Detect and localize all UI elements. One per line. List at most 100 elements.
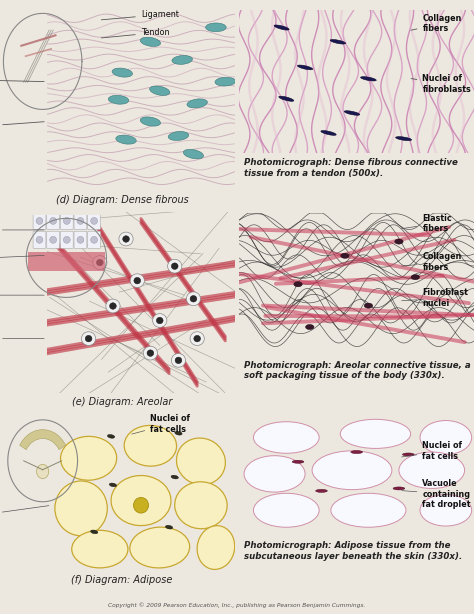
- Circle shape: [77, 217, 84, 224]
- FancyBboxPatch shape: [60, 212, 73, 230]
- Ellipse shape: [351, 451, 363, 454]
- Ellipse shape: [312, 451, 392, 489]
- Circle shape: [93, 255, 107, 270]
- Text: (e) Diagram: Areolar: (e) Diagram: Areolar: [72, 397, 172, 407]
- Circle shape: [123, 236, 129, 243]
- Text: Copyright © 2009 Pearson Education, Inc., publishing as Pearson Benjamin Cumming: Copyright © 2009 Pearson Education, Inc.…: [109, 602, 365, 608]
- Ellipse shape: [165, 526, 173, 529]
- Ellipse shape: [254, 422, 319, 453]
- Ellipse shape: [168, 131, 189, 141]
- Ellipse shape: [172, 55, 192, 64]
- Circle shape: [190, 295, 197, 302]
- Text: Nuclei of
fibroblasts: Nuclei of fibroblasts: [0, 329, 44, 348]
- FancyBboxPatch shape: [74, 231, 87, 249]
- Ellipse shape: [111, 475, 171, 526]
- Ellipse shape: [206, 23, 226, 32]
- Ellipse shape: [108, 435, 115, 438]
- Circle shape: [134, 278, 141, 284]
- Circle shape: [91, 236, 98, 243]
- Circle shape: [106, 299, 120, 313]
- Ellipse shape: [187, 99, 208, 108]
- Circle shape: [186, 292, 201, 306]
- Circle shape: [36, 236, 43, 243]
- Ellipse shape: [124, 426, 177, 466]
- FancyBboxPatch shape: [47, 212, 60, 230]
- Ellipse shape: [331, 493, 406, 527]
- Text: Photomicrograph: Areolar connective tissue, a
soft packaging tissue of the body : Photomicrograph: Areolar connective tiss…: [244, 361, 471, 381]
- Ellipse shape: [292, 460, 304, 464]
- Ellipse shape: [279, 96, 294, 101]
- Text: Ligament: Ligament: [101, 10, 179, 20]
- Circle shape: [91, 217, 98, 224]
- Text: Photomicrograph: Dense fibrous connective
tissue from a tendon (500x).: Photomicrograph: Dense fibrous connectiv…: [244, 158, 458, 178]
- Ellipse shape: [91, 530, 98, 534]
- Ellipse shape: [297, 65, 313, 70]
- Text: Nuclei of
fat cells: Nuclei of fat cells: [132, 414, 190, 434]
- Ellipse shape: [116, 135, 136, 144]
- Circle shape: [175, 357, 182, 363]
- Circle shape: [395, 239, 403, 244]
- Circle shape: [36, 217, 43, 224]
- Ellipse shape: [244, 456, 305, 492]
- Text: Tendon: Tendon: [101, 28, 169, 38]
- Ellipse shape: [175, 482, 227, 529]
- Ellipse shape: [402, 453, 414, 456]
- Circle shape: [341, 253, 349, 258]
- Ellipse shape: [140, 37, 161, 47]
- Circle shape: [77, 236, 84, 243]
- Ellipse shape: [197, 526, 235, 569]
- Text: Vacuole
containing
fat droplet: Vacuole containing fat droplet: [401, 479, 471, 509]
- FancyBboxPatch shape: [88, 231, 100, 249]
- Ellipse shape: [396, 137, 411, 141]
- Circle shape: [306, 324, 314, 330]
- Ellipse shape: [175, 432, 182, 435]
- Ellipse shape: [215, 77, 236, 86]
- Circle shape: [147, 350, 154, 356]
- Text: (d) Diagram: Dense fibrous: (d) Diagram: Dense fibrous: [55, 195, 188, 204]
- Ellipse shape: [130, 527, 190, 568]
- Ellipse shape: [254, 493, 319, 527]
- Text: Fibroblast
nuclei: Fibroblast nuclei: [401, 289, 468, 308]
- Ellipse shape: [171, 475, 178, 479]
- Circle shape: [119, 232, 133, 246]
- Text: Fibers of
matrix: Fibers of matrix: [0, 286, 44, 305]
- Circle shape: [50, 217, 56, 224]
- Ellipse shape: [61, 437, 117, 480]
- Circle shape: [364, 303, 373, 308]
- Circle shape: [82, 332, 96, 346]
- Ellipse shape: [344, 111, 360, 115]
- Ellipse shape: [55, 481, 107, 536]
- Circle shape: [294, 282, 302, 287]
- Ellipse shape: [112, 68, 133, 77]
- Ellipse shape: [361, 77, 376, 81]
- FancyBboxPatch shape: [74, 212, 87, 230]
- Ellipse shape: [183, 149, 203, 159]
- Bar: [28, 252, 105, 271]
- Circle shape: [36, 464, 49, 479]
- FancyBboxPatch shape: [33, 231, 46, 249]
- Circle shape: [50, 236, 56, 243]
- Ellipse shape: [330, 39, 346, 44]
- Circle shape: [64, 236, 70, 243]
- Circle shape: [156, 317, 163, 324]
- Ellipse shape: [108, 95, 129, 104]
- Text: Collagen
fibers: Collagen fibers: [401, 252, 462, 272]
- Text: Collagen
fibers: Collagen fibers: [411, 14, 462, 33]
- Circle shape: [171, 354, 186, 367]
- Ellipse shape: [321, 131, 336, 135]
- Text: Nuclei of
fibroblasts: Nuclei of fibroblasts: [0, 117, 44, 137]
- Ellipse shape: [420, 494, 472, 526]
- Ellipse shape: [340, 419, 410, 448]
- Circle shape: [194, 335, 201, 342]
- Text: Nuclei of
fibroblasts: Nuclei of fibroblasts: [411, 74, 471, 93]
- Circle shape: [171, 263, 178, 270]
- Circle shape: [168, 259, 182, 273]
- Circle shape: [130, 274, 145, 287]
- FancyBboxPatch shape: [47, 231, 60, 249]
- Text: Mucosa
epithelium: Mucosa epithelium: [0, 220, 44, 239]
- Ellipse shape: [134, 497, 148, 513]
- Ellipse shape: [420, 421, 472, 454]
- Text: (f) Diagram: Adipose: (f) Diagram: Adipose: [71, 575, 173, 585]
- Circle shape: [411, 274, 419, 280]
- FancyBboxPatch shape: [60, 231, 73, 249]
